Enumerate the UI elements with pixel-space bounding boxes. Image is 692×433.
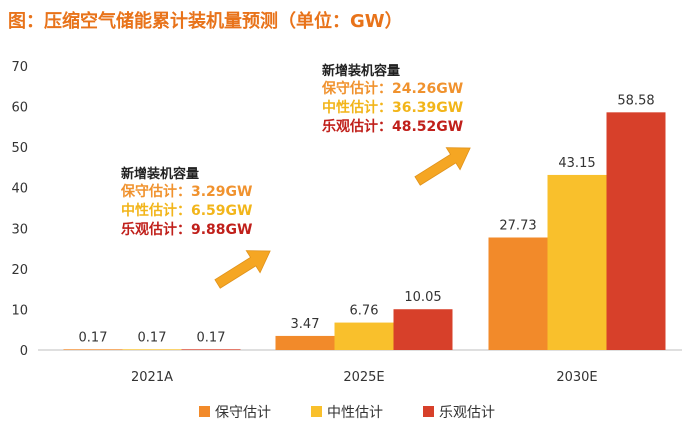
- y-axis: 0 10 20 30 40 50 60 70: [11, 60, 28, 359]
- bar: [488, 237, 548, 350]
- y-tick-label: 10: [11, 303, 28, 318]
- bar: [334, 322, 394, 350]
- y-tick-label: 30: [11, 222, 28, 237]
- bar-value-label: 0.17: [197, 330, 226, 345]
- bar-value-label: 43.15: [558, 156, 595, 171]
- x-tick-label: 2021A: [131, 370, 173, 385]
- bar-value-label: 3.47: [291, 317, 320, 332]
- bar-value-label: 27.73: [499, 218, 536, 233]
- legend-label: 中性估计: [327, 405, 383, 421]
- bars: 0.17 0.17 0.17 3.47 6.76 10.05 27.73 43.15 58.58: [63, 93, 666, 350]
- annotation-line: 中性估计：6.59GW: [121, 202, 252, 219]
- annotation-heading: 新增装机容量: [322, 63, 400, 79]
- legend-label: 乐观估计: [439, 405, 495, 421]
- y-tick-label: 60: [11, 101, 28, 116]
- y-tick-label: 20: [11, 263, 28, 278]
- y-tick-label: 50: [11, 141, 28, 156]
- annotations: 新增装机容量保守估计：3.29GW中性估计：6.59GW乐观估计：9.88GW新…: [120, 63, 471, 289]
- chart-title: 图：压缩空气储能累计装机量预测（单位：GW）: [8, 10, 403, 32]
- bar-value-label: 0.17: [138, 330, 167, 345]
- arrow-icon: [214, 250, 271, 289]
- annotation-line: 保守估计：3.29GW: [120, 183, 252, 200]
- bar-value-label: 6.76: [350, 304, 379, 319]
- legend-swatch: [423, 406, 434, 417]
- x-tick-label: 2025E: [343, 370, 384, 385]
- bar: [275, 335, 335, 350]
- y-tick-label: 70: [11, 60, 28, 75]
- bar: [181, 349, 241, 350]
- bar-value-label: 0.17: [79, 330, 108, 345]
- annotation-line: 乐观估计：9.88GW: [121, 221, 252, 238]
- arrow-icon: [414, 147, 471, 186]
- bar: [63, 349, 123, 350]
- annotation-line: 乐观估计：48.52GW: [322, 118, 463, 135]
- bar: [122, 349, 182, 350]
- y-tick-label: 40: [11, 182, 28, 197]
- bar: [393, 309, 453, 350]
- legend-swatch: [199, 406, 210, 417]
- y-tick-label: 0: [20, 344, 28, 359]
- bar: [547, 174, 607, 350]
- legend-swatch: [311, 406, 322, 417]
- x-tick-label: 2030E: [556, 370, 597, 385]
- annotation-line: 保守估计：24.26GW: [321, 80, 463, 97]
- bar: [606, 112, 666, 350]
- legend: 保守估计 中性估计 乐观估计: [199, 405, 495, 421]
- legend-label: 保守估计: [215, 405, 271, 421]
- annotation-line: 中性估计：36.39GW: [322, 99, 463, 116]
- bar-value-label: 10.05: [404, 290, 441, 305]
- x-axis-labels: 2021A 2025E 2030E: [131, 370, 598, 385]
- annotation-heading: 新增装机容量: [121, 166, 199, 182]
- bar-value-label: 58.58: [617, 93, 654, 108]
